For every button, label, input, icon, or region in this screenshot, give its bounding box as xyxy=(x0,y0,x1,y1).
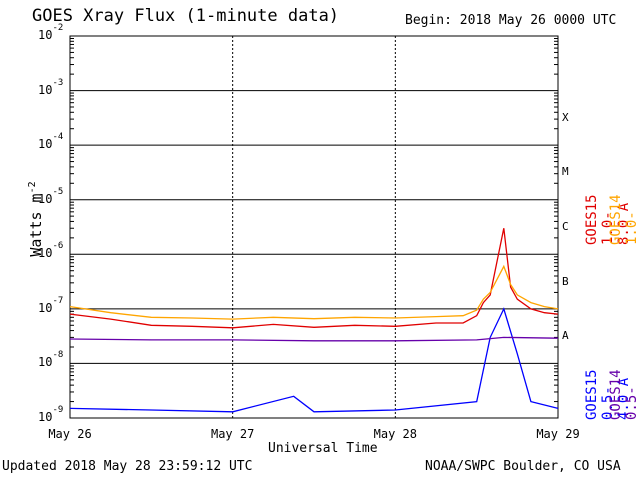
begin-time: Begin: 2018 May 26 0000 UTC xyxy=(405,13,617,28)
y-tick-label: 10-4 xyxy=(38,132,63,152)
credit: NOAA/SWPC Boulder, CO USA xyxy=(425,459,621,474)
y-tick-base: 10 xyxy=(38,410,53,424)
series-line xyxy=(69,307,559,413)
x-tick-label: May 28 xyxy=(373,427,418,441)
series-line xyxy=(69,264,559,320)
y-tick-base: 10 xyxy=(38,137,53,152)
y-tick-exponent: -7 xyxy=(52,295,64,306)
flare-class-label: C xyxy=(562,220,569,233)
y-tick-exponent: -2 xyxy=(52,23,64,33)
y-tick-label: 10-3 xyxy=(38,78,63,97)
y-tick-label: 10-7 xyxy=(38,296,63,315)
y-tick-exponent: -3 xyxy=(52,77,64,88)
y-tick-base: 10 xyxy=(38,82,53,97)
y-tick-base: 10 xyxy=(38,355,53,370)
flare-class-label: X xyxy=(562,110,569,124)
flare-class-label: B xyxy=(562,274,569,288)
updated-time: Updated 2018 May 28 23:59:12 UTC xyxy=(2,459,253,474)
y-tick-label: 10-2 xyxy=(38,23,63,42)
y-tick-base: 10 xyxy=(38,191,53,206)
legend-entry: GOES14 1.0-8.0 A xyxy=(608,194,640,245)
y-tick-base: 10 xyxy=(38,246,53,261)
y-tick-exponent: -9 xyxy=(52,405,64,415)
legend-entry: GOES14 0.5-4.0 A xyxy=(608,369,640,420)
plot-frame xyxy=(69,35,559,419)
x-tick-label: May 29 xyxy=(536,427,580,441)
chart-title: GOES Xray Flux (1-minute data) xyxy=(32,6,340,26)
y-tick-exponent: -5 xyxy=(52,186,64,197)
x-axis-label: Universal Time xyxy=(268,441,378,456)
y-tick-base: 10 xyxy=(38,300,53,315)
y-tick-label: 10-6 xyxy=(38,241,63,261)
y-tick-label: 10-9 xyxy=(38,405,63,424)
x-tick-label: May 27 xyxy=(210,427,255,441)
y-tick-label: 10-8 xyxy=(38,350,63,370)
y-tick-exponent: -8 xyxy=(52,350,64,361)
flare-class-label: M xyxy=(562,165,569,179)
y-tick-base: 10 xyxy=(38,28,53,42)
x-tick-label: May 26 xyxy=(48,427,92,441)
y-tick-exponent: -4 xyxy=(52,132,64,143)
series-line xyxy=(69,228,559,329)
y-tick-exponent: -6 xyxy=(52,241,64,252)
flare-class-label: A xyxy=(562,329,569,343)
series-line xyxy=(69,336,559,342)
y-tick-label: 10-5 xyxy=(38,187,63,206)
